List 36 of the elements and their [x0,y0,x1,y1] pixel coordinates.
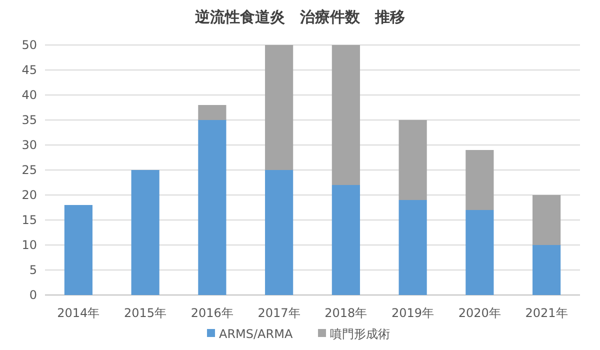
xtick: 2014年 [57,306,100,320]
legend: 噴門形成術 [330,327,390,341]
ytick: 5 [29,263,37,277]
ytick: 50 [22,38,37,52]
bar [532,245,561,295]
ytick: 15 [22,213,37,227]
bar [265,45,294,170]
bar [131,170,160,295]
bar [466,210,494,295]
xtick: 2015年 [124,306,167,320]
xtick: 2018年 [324,306,368,320]
ytick: 10 [22,238,37,252]
xtick: 2017年 [258,306,300,320]
xtick: 2021年 [525,306,568,320]
ytick: 35 [22,113,37,127]
title: 逆流性食道炎 治療件数 推移 [195,8,405,26]
ytick: 45 [22,63,37,77]
bar [198,105,226,120]
ytick: 40 [22,88,37,102]
bar [332,185,360,295]
xtick: 2016年 [190,306,234,320]
bar [198,120,226,295]
bar [332,45,360,185]
bar [466,150,494,210]
bar [398,120,427,200]
bar [265,170,294,295]
bar [64,205,92,295]
ytick: 0 [29,288,37,302]
ytick: 25 [22,163,37,177]
bar [532,195,561,245]
ytick: 20 [22,188,37,202]
xtick: 2020年 [458,306,501,320]
legend: ARMS/ARMA [219,327,293,341]
xtick: 2019年 [392,306,434,320]
bar [398,200,427,295]
ytick: 30 [22,138,37,152]
